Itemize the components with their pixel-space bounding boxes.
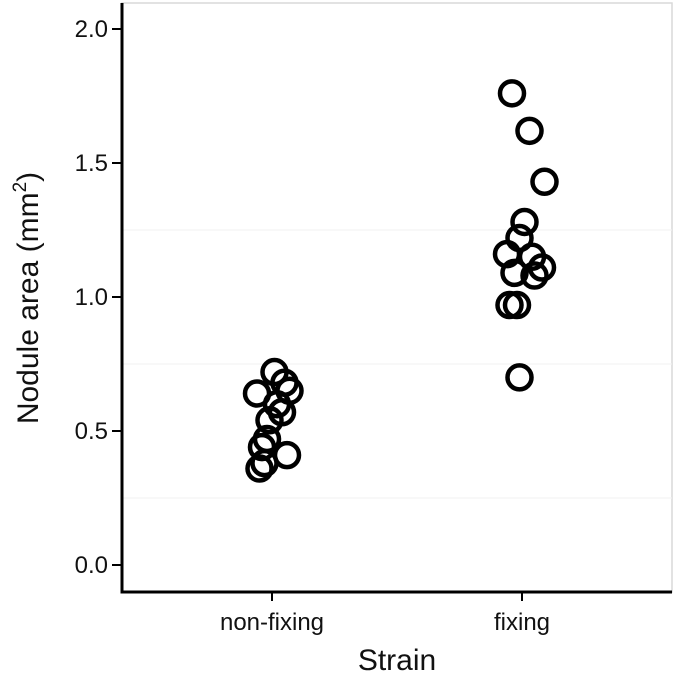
data-point: [515, 116, 544, 146]
data-point: [505, 363, 534, 392]
data-point: [530, 167, 559, 197]
y-axis-title-superscript: 2: [10, 182, 31, 193]
y-axis-title-main: Nodule area (mm: [12, 192, 45, 424]
y-axis-title-close: ): [12, 172, 45, 182]
y-axis-ticks: 0.0 0.5 1.0 1.5 2.0: [75, 16, 122, 579]
y-tick-label: 0.5: [75, 418, 108, 445]
data-point: [497, 79, 527, 108]
y-tick-label: 1.0: [75, 284, 108, 311]
minor-gridlines: [122, 229, 672, 499]
data-point: [250, 448, 279, 478]
x-axis-title: Strain: [358, 644, 436, 676]
data-point: [247, 432, 277, 462]
x-tick-label: fixing: [494, 609, 550, 636]
data-points: [242, 79, 559, 483]
x-tick-label: non-fixing: [220, 609, 324, 636]
plot-panel: [120, 2, 673, 594]
data-point: [495, 290, 524, 320]
data-point: [255, 406, 284, 435]
data-point: [520, 261, 549, 290]
x-axis-ticks: non-fixing fixing: [220, 592, 550, 636]
plot-frame: [121, 2, 673, 593]
y-axis-title: Nodule area (mm2): [10, 172, 45, 424]
y-tick-label: 2.0: [75, 16, 108, 43]
y-tick-label: 0.0: [75, 552, 108, 579]
data-point: [500, 258, 529, 288]
data-point: [245, 454, 274, 483]
data-point: [527, 253, 557, 282]
y-tick-label: 1.5: [75, 150, 108, 177]
data-point: [510, 207, 539, 237]
